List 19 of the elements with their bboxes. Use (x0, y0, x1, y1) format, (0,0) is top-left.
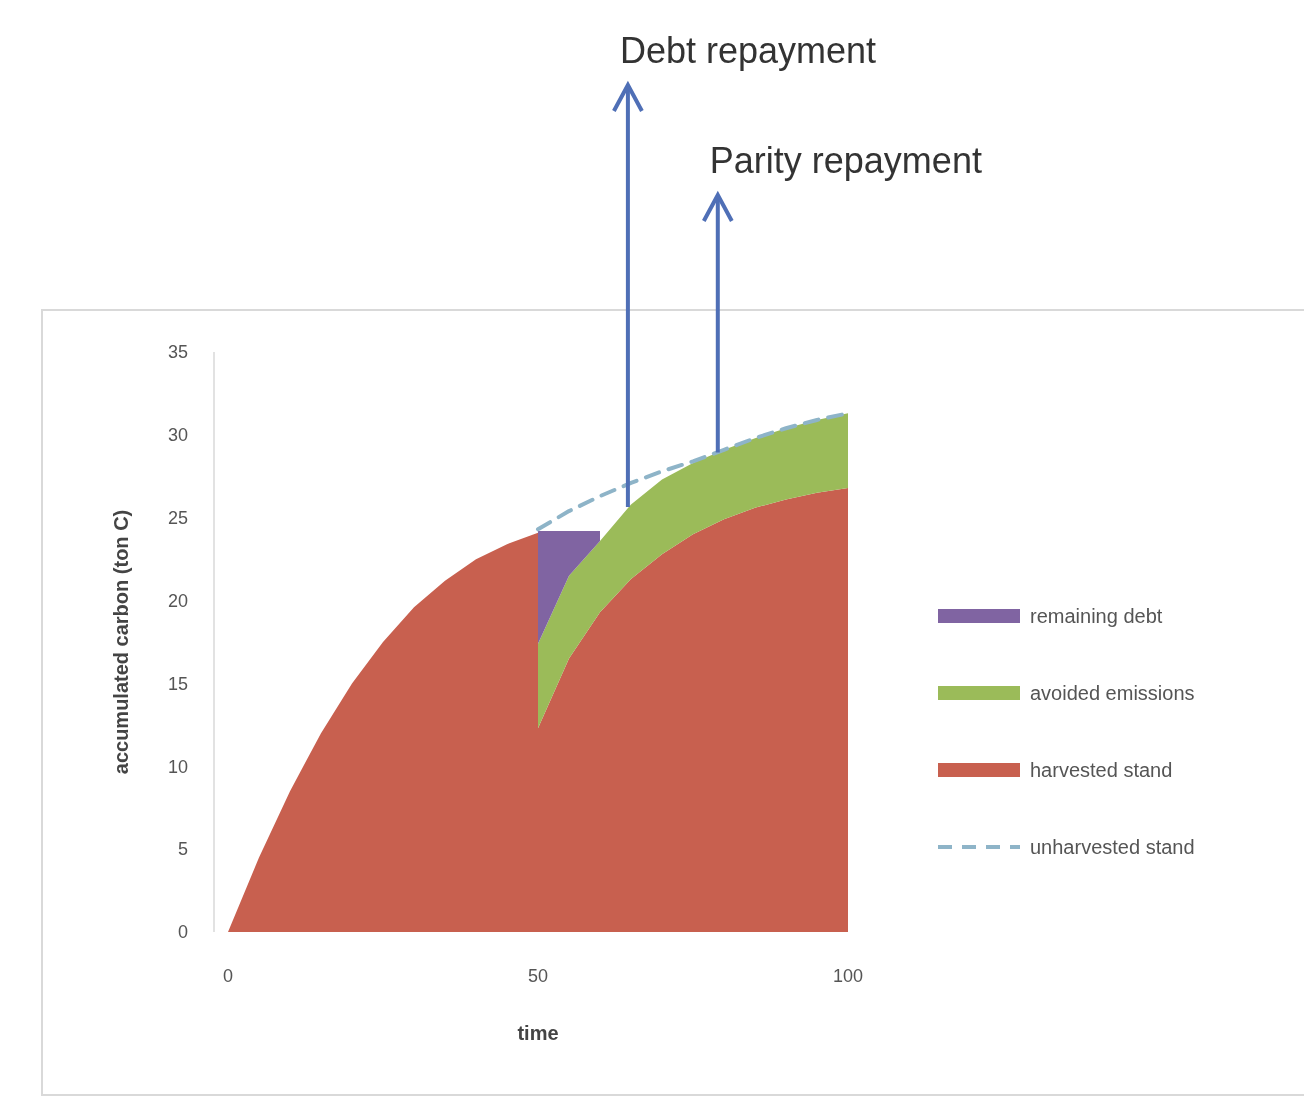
legend-label: unharvested stand (1030, 836, 1195, 858)
x-tick-label: 0 (222, 966, 234, 986)
x-tick-label: 100 (832, 966, 864, 986)
y-tick-label: 0 (177, 922, 188, 943)
y-axis-title: accumulated carbon (ton C) (110, 509, 132, 775)
legend-label: avoided emissions (1030, 682, 1195, 704)
y-tick-label: 5 (177, 839, 188, 860)
x-axis-title: time (517, 1022, 559, 1044)
y-tick-label: 20 (167, 590, 188, 611)
y-tick-label: 25 (167, 508, 188, 529)
legend-label: remaining debt (1030, 605, 1163, 627)
legend-label: harvested stand (1030, 759, 1173, 781)
y-tick-label: 35 (167, 342, 188, 363)
ref-line-label: Debt repayment (619, 30, 877, 71)
y-tick-label: 15 (167, 673, 188, 694)
y-tick-label: 10 (167, 756, 188, 777)
ref-line-label: Parity repayment (709, 140, 982, 181)
y-tick-label: 30 (167, 425, 188, 446)
x-tick-label: 50 (527, 966, 549, 986)
